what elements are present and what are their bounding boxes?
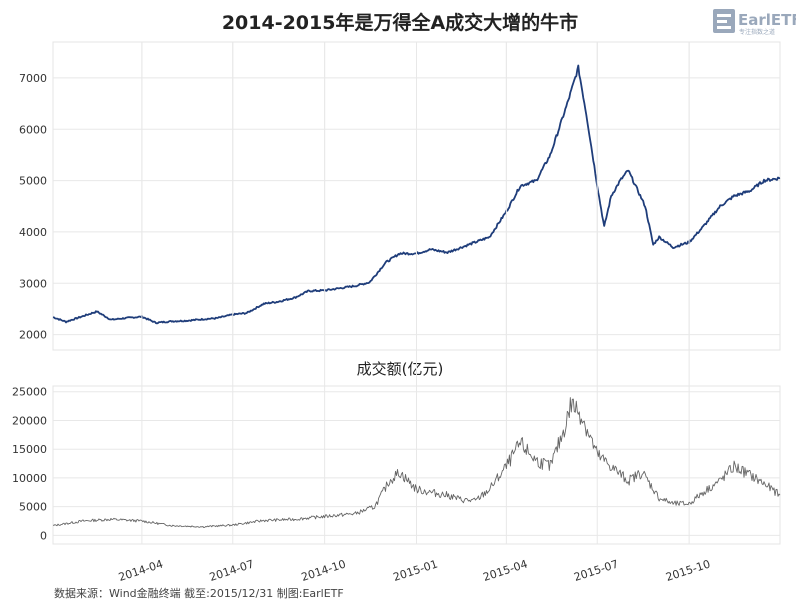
y-tick-label: 15000 — [12, 443, 47, 456]
y-tick-label: 20000 — [12, 414, 47, 427]
logo-subtext: 专注指数之道 — [739, 28, 775, 36]
y-tick-label: 5000 — [19, 501, 47, 514]
y-tick-label: 5000 — [19, 175, 47, 188]
volume-chart-title: 成交额(亿元) — [356, 360, 444, 378]
y-tick-label: 10000 — [12, 472, 47, 485]
x-tick-label: 2014-04 — [117, 557, 165, 584]
y-tick-label: 6000 — [19, 123, 47, 136]
y-tick-label: 0 — [40, 529, 47, 542]
y-tick-label: 7000 — [19, 72, 47, 85]
turnover-series-line — [52, 397, 781, 528]
x-tick-label: 2015-04 — [481, 557, 529, 584]
x-tick-label: 2014-10 — [300, 557, 348, 584]
source-note: 数据来源：Wind金融终端 截至:2015/12/31 制图:EarlETF — [54, 587, 344, 600]
chart-title: 2014-2015年是万得全A成交大增的牛市 — [221, 12, 579, 34]
earletf-logo: EarlETF 专注指数之道 — [713, 9, 796, 36]
x-tick-label: 2015-07 — [572, 557, 620, 584]
logo-text: EarlETF — [738, 11, 796, 29]
y-tick-label: 25000 — [12, 386, 47, 399]
y-tick-label: 4000 — [19, 226, 47, 239]
x-tick-label: 2014-07 — [208, 557, 256, 584]
y-tick-label: 3000 — [19, 277, 47, 290]
y-tick-label: 2000 — [19, 329, 47, 342]
x-tick-label: 2015-10 — [664, 557, 712, 584]
x-tick-label: 2015-01 — [392, 557, 440, 584]
index-price-chart: 2000 3000 4000 5000 6000 7000 — [19, 41, 781, 351]
turnover-plot-area — [52, 385, 781, 545]
